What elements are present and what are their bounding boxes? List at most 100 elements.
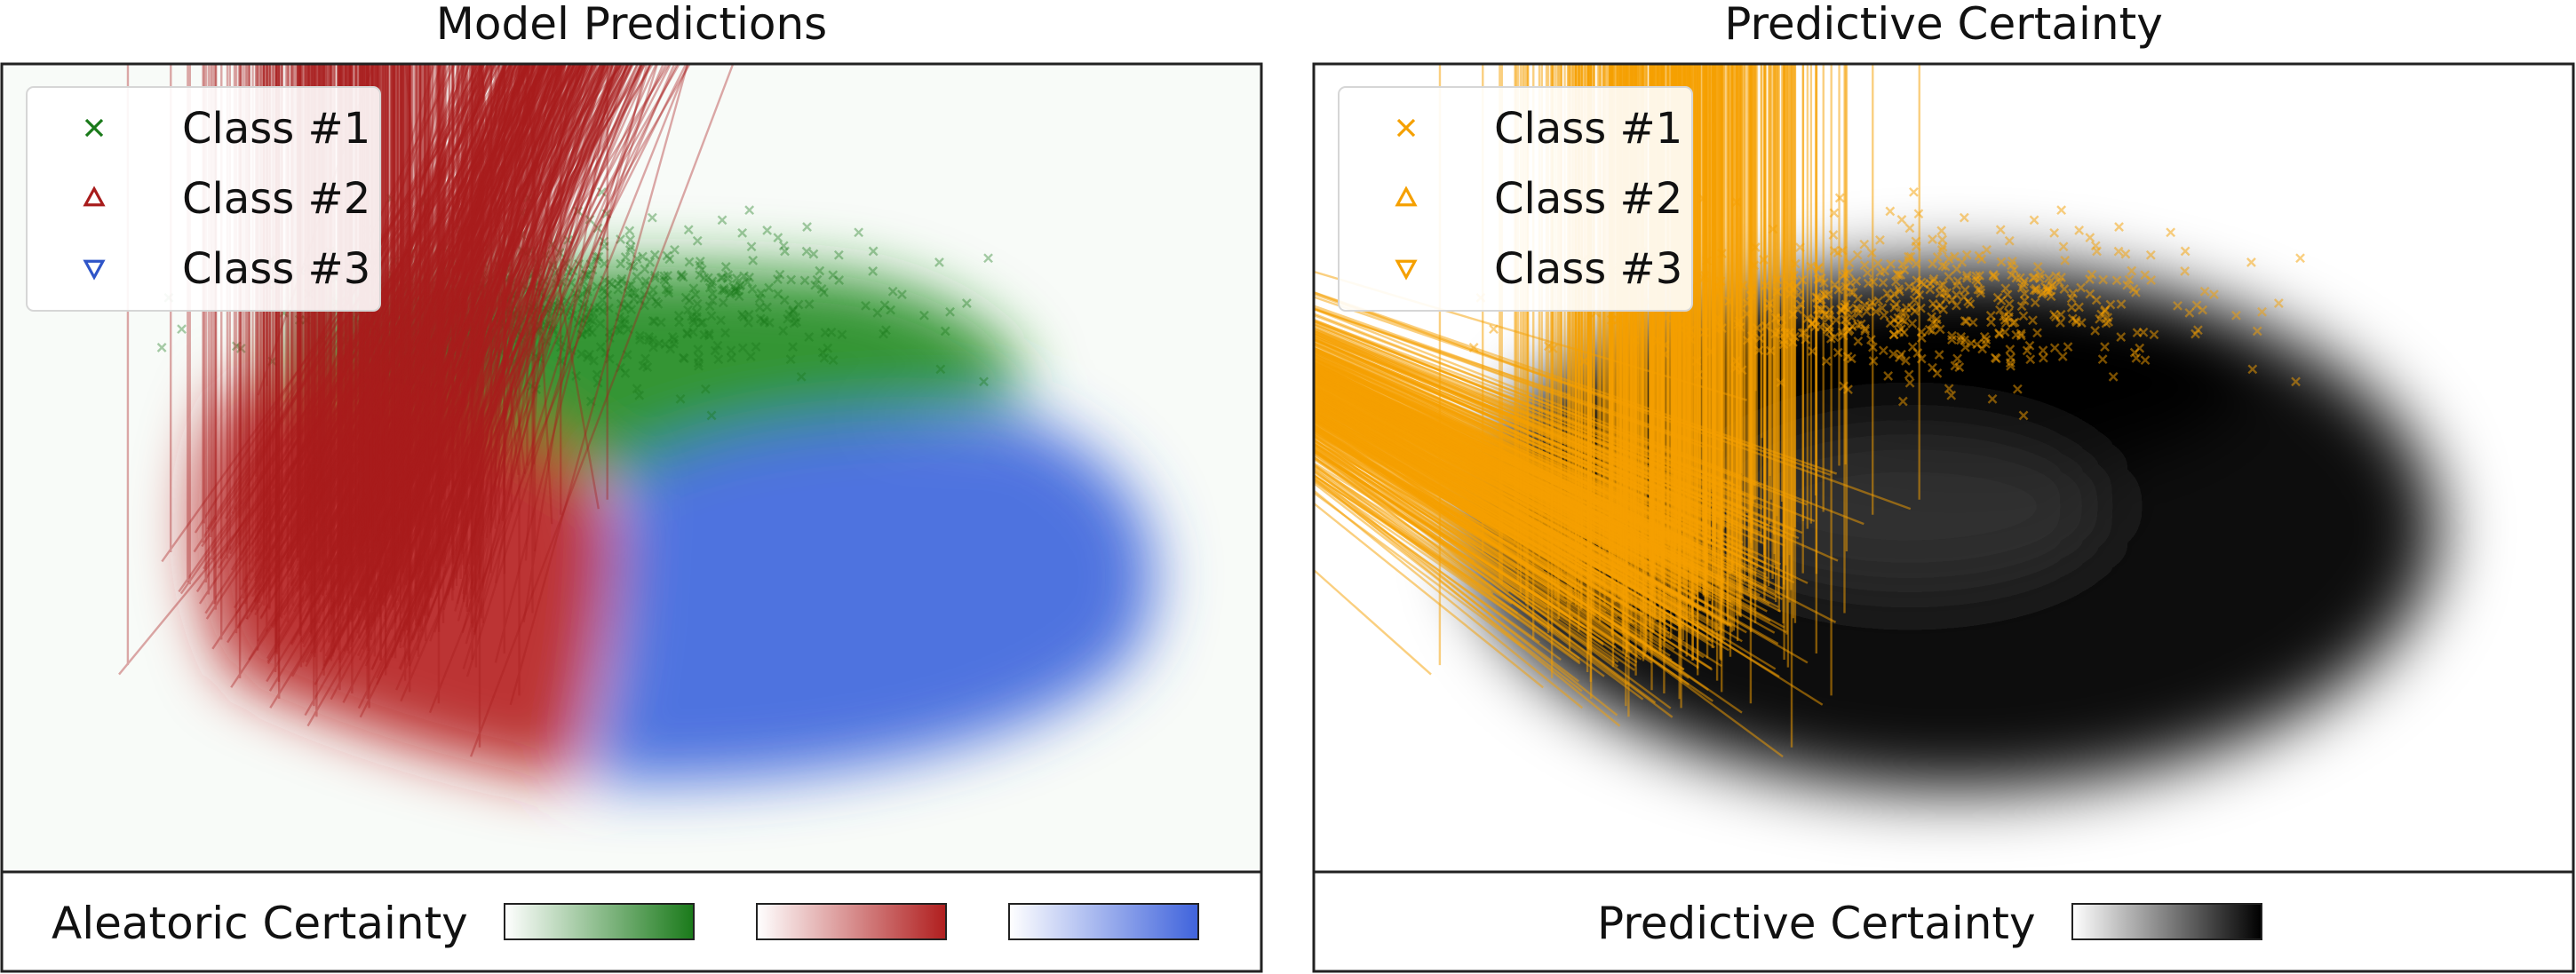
scatter-point-2 xyxy=(358,64,613,639)
scatter-point-1 xyxy=(663,270,673,281)
scatter-point-1 xyxy=(592,256,602,265)
scatter-point-2 xyxy=(1314,64,1786,544)
scatter-point-1 xyxy=(599,242,609,251)
scatter-point-1 xyxy=(630,288,640,298)
scatter-point-1 xyxy=(530,352,541,362)
scatter-point-1 xyxy=(551,278,561,289)
scatter-point-1 xyxy=(504,273,514,283)
scatter-point-2 xyxy=(452,64,553,564)
scatter-point-1 xyxy=(437,260,448,271)
scatter-point-1 xyxy=(508,290,519,301)
scatter-point-2 xyxy=(399,64,646,670)
scatter-point-1 xyxy=(1904,223,1915,234)
scatter-point-1 xyxy=(540,249,551,260)
scatter-point-2 xyxy=(1314,64,1705,546)
scatter-point-1 xyxy=(692,312,702,322)
scatter-point-2 xyxy=(395,64,576,595)
scatter-point-1 xyxy=(1950,251,1960,262)
scatter-point-1 xyxy=(559,306,569,317)
scatter-point-2 xyxy=(433,64,615,633)
scatter-point-2 xyxy=(1314,64,1813,535)
scatter-point-1 xyxy=(648,335,657,345)
scatter-point-1 xyxy=(485,328,496,338)
scatter-point-1 xyxy=(2184,307,2195,318)
scatter-point-1 xyxy=(1992,292,2003,303)
scatter-point-1 xyxy=(1904,256,1914,265)
scatter-point-1 xyxy=(624,281,633,291)
scatter-point-1 xyxy=(483,299,494,310)
scatter-point-2 xyxy=(1314,64,1723,590)
scatter-point-1 xyxy=(1975,270,1985,281)
scatter-point-1 xyxy=(886,305,896,315)
scatter-point-2 xyxy=(227,64,603,644)
scatter-point-1 xyxy=(1845,278,1856,289)
scatter-point-2 xyxy=(306,64,691,727)
scatter-point-2 xyxy=(421,64,479,486)
scatter-point-2 xyxy=(305,64,630,663)
scatter-point-1 xyxy=(1896,324,1906,335)
scatter-point-1 xyxy=(678,352,688,363)
scatter-point-1 xyxy=(1928,258,1938,269)
scatter-point-2 xyxy=(328,64,608,637)
scatter-point-2 xyxy=(393,64,536,552)
scatter-point-1 xyxy=(625,242,636,252)
scatter-point-1 xyxy=(2032,328,2042,338)
scatter-point-1 xyxy=(828,355,839,366)
scatter-point-2 xyxy=(1314,64,1736,582)
scatter-point-1 xyxy=(692,235,703,246)
scatter-point-1 xyxy=(517,332,528,343)
scatter-point-1 xyxy=(434,284,445,295)
scatter-point-2 xyxy=(383,64,551,570)
scatter-point-1 xyxy=(720,328,730,338)
scatter-point-2 xyxy=(1314,64,1849,562)
scatter-point-1 xyxy=(615,312,624,322)
scatter-point-1 xyxy=(601,209,612,219)
scatter-point-1 xyxy=(2046,291,2056,302)
scatter-point-1 xyxy=(2140,355,2151,366)
scatter-point-2 xyxy=(473,64,531,537)
scatter-point-1 xyxy=(600,286,610,297)
scatter-point-1 xyxy=(638,360,648,371)
scatter-point-2 xyxy=(450,64,576,589)
scatter-point-1 xyxy=(664,254,675,265)
scatter-point-2 xyxy=(1314,64,1707,607)
scatter-point-1 xyxy=(430,309,441,319)
scatter-point-1 xyxy=(626,305,637,315)
colorbar-gradient-certainty xyxy=(2071,903,2262,940)
scatter-point-1 xyxy=(451,303,462,313)
scatter-point-1 xyxy=(583,286,592,297)
scatter-point-1 xyxy=(478,331,488,342)
scatter-point-2 xyxy=(1314,64,1841,477)
scatter-point-2 xyxy=(1314,64,1725,649)
scatter-point-2 xyxy=(266,64,645,683)
scatter-point-1 xyxy=(568,265,578,276)
scatter-point-1 xyxy=(695,256,705,266)
scatter-point-2 xyxy=(419,64,552,567)
scatter-point-2 xyxy=(411,64,619,641)
scatter-point-1 xyxy=(745,352,756,361)
scatter-point-2 xyxy=(485,64,534,539)
scatter-point-1 xyxy=(743,318,753,328)
scatter-point-1 xyxy=(1901,355,1911,366)
scatter-point-1 xyxy=(706,280,717,289)
scatter-point-1 xyxy=(547,239,558,249)
scatter-point-1 xyxy=(1995,225,2006,235)
scatter-point-2 xyxy=(446,64,581,596)
scatter-point-1 xyxy=(2057,352,2068,361)
scatter-point-2 xyxy=(426,64,556,571)
scatter-point-1 xyxy=(1848,287,1858,297)
scatter-point-2 xyxy=(449,64,504,510)
scatter-point-2 xyxy=(266,64,623,660)
scatter-point-1 xyxy=(423,322,433,332)
scatter-point-1 xyxy=(584,307,594,317)
scatter-point-1 xyxy=(716,273,727,283)
scatter-point-2 xyxy=(1314,64,1793,590)
scatter-point-1 xyxy=(648,342,658,352)
scatter-point-1 xyxy=(504,304,513,314)
scatter-point-1 xyxy=(466,339,477,350)
scatter-point-1 xyxy=(793,299,804,310)
scatter-point-1 xyxy=(623,289,633,298)
scatter-point-1 xyxy=(654,338,664,349)
scatter-point-2 xyxy=(481,64,573,583)
scatter-point-1 xyxy=(620,368,631,378)
